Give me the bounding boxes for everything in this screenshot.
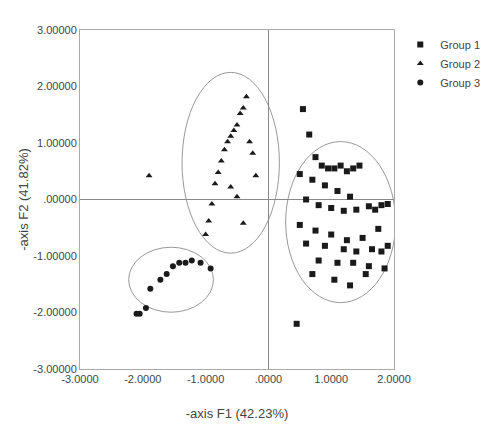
svg-text:.00000: .00000 [43, 193, 77, 205]
svg-text:3.00000: 3.00000 [37, 24, 77, 36]
svg-text:-2.00000: -2.00000 [33, 306, 76, 318]
svg-text:Group 2: Group 2 [440, 58, 480, 70]
svg-text:.0000: .0000 [255, 373, 283, 385]
svg-text:-axis F1 (42.23%): -axis F1 (42.23%) [186, 406, 289, 421]
svg-text:2.00000: 2.00000 [37, 80, 77, 92]
svg-text:-3.00000: -3.00000 [33, 363, 76, 375]
svg-text:-3.0000: -3.0000 [61, 373, 98, 385]
svg-text:1.00000: 1.00000 [37, 137, 77, 149]
svg-text:Group 3: Group 3 [440, 77, 480, 89]
svg-text:2.0000: 2.0000 [377, 373, 411, 385]
svg-text:-axis F2 (41.82%): -axis F2 (41.82%) [16, 148, 31, 251]
svg-text:-1.0000: -1.0000 [187, 373, 224, 385]
svg-text:1.0000: 1.0000 [314, 373, 348, 385]
svg-text:-1.00000: -1.00000 [33, 250, 76, 262]
svg-text:Group 1: Group 1 [440, 39, 480, 51]
svg-text:-2.0000: -2.0000 [124, 373, 161, 385]
